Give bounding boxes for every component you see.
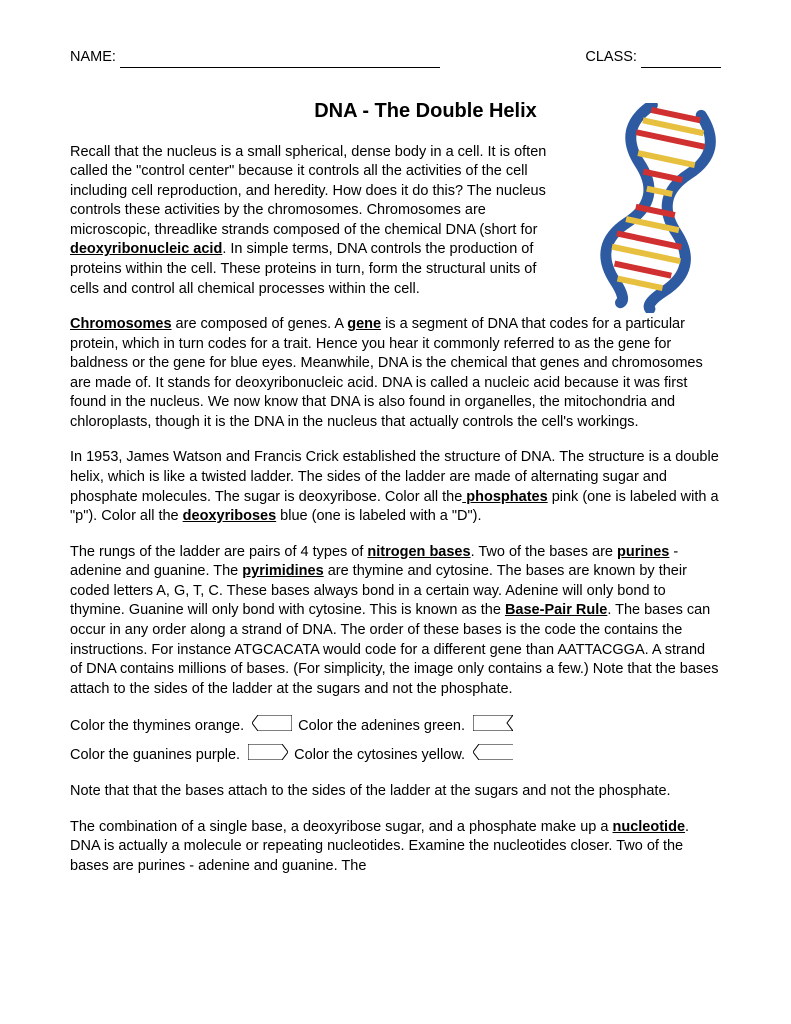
thymine-shape-icon (252, 715, 292, 738)
p3-text3: blue (one is labeled with a "D"). (276, 508, 481, 524)
p2-text2: is a segment of DNA that codes for a par… (70, 316, 703, 430)
name-blank-line[interactable] (120, 67, 440, 68)
color-cytosines-text: Color the cytosines yellow. (294, 747, 465, 763)
color-adenines-text: Color the adenines green. (298, 718, 465, 734)
header-row: NAME: CLASS: (70, 48, 721, 68)
color-thymines-text: Color the thymines orange. (70, 718, 244, 734)
color-guanines-text: Color the guanines purple. (70, 747, 240, 763)
paragraph-2: Chromosomes are composed of genes. A gen… (70, 315, 721, 432)
term-nucleotide: nucleotide (613, 819, 686, 835)
worksheet-page: NAME: CLASS: DNA - The Double Helix (0, 0, 791, 1024)
p6-text1: The combination of a single base, a deox… (70, 819, 613, 835)
intro-block: Recall that the nucleus is a small spher… (70, 143, 721, 300)
term-phosphates: phosphates (462, 489, 547, 505)
color-instruction-row-2: Color the guanines purple. Color the cyt… (70, 744, 721, 767)
name-field: NAME: (70, 48, 440, 68)
guanine-shape-icon (248, 744, 288, 767)
term-chromosomes: Chromosomes (70, 316, 172, 332)
p2-text1: are composed of genes. A (172, 316, 348, 332)
term-deoxyribonucleic-acid: deoxyribonucleic acid (70, 241, 222, 257)
p4-text1: The rungs of the ladder are pairs of 4 t… (70, 544, 367, 560)
p1-text1: Recall that the nucleus is a small spher… (70, 144, 546, 238)
p4-text2: . Two of the bases are (471, 544, 617, 560)
term-gene: gene (347, 316, 381, 332)
paragraph-3: In 1953, James Watson and Francis Crick … (70, 448, 721, 526)
class-field: CLASS: (585, 48, 721, 68)
paragraph-6: The combination of a single base, a deox… (70, 818, 721, 877)
paragraph-4: The rungs of the ladder are pairs of 4 t… (70, 543, 721, 700)
class-label: CLASS: (585, 49, 637, 65)
cytosine-shape-icon (473, 744, 513, 767)
term-nitrogen-bases: nitrogen bases (367, 544, 470, 560)
term-purines: purines (617, 544, 669, 560)
adenine-shape-icon (473, 715, 513, 738)
term-pyrimidines: pyrimidines (242, 563, 323, 579)
name-label: NAME: (70, 49, 116, 65)
paragraph-5: Note that that the bases attach to the s… (70, 782, 721, 802)
paragraph-1: Recall that the nucleus is a small spher… (70, 143, 550, 300)
color-instruction-row-1: Color the thymines orange. Color the ade… (70, 715, 721, 738)
term-base-pair-rule: Base-Pair Rule (505, 602, 607, 618)
term-deoxyriboses: deoxyriboses (183, 508, 277, 524)
class-blank-line[interactable] (641, 67, 721, 68)
dna-helix-image (581, 103, 731, 313)
